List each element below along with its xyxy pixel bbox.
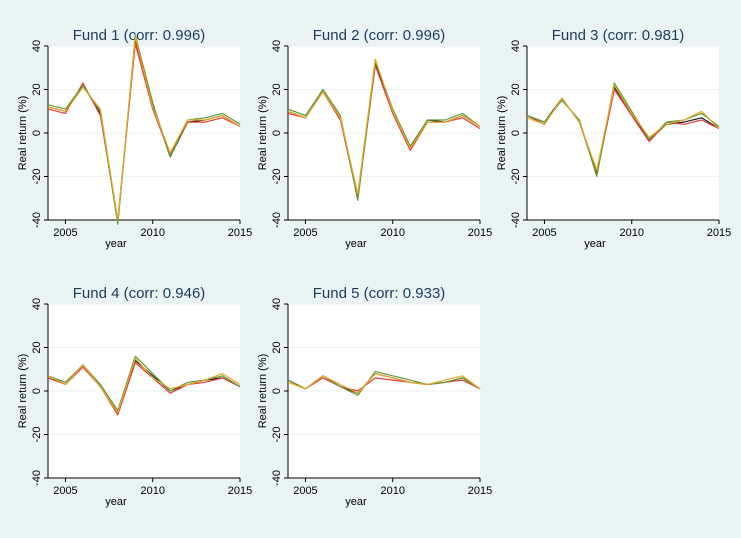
y-tick-label: 20: [31, 341, 43, 353]
x-tick-label: 2010: [380, 227, 404, 239]
x-axis-title: year: [345, 238, 367, 250]
x-tick-label: 2015: [468, 485, 492, 497]
chart-panel-3: -40 -20 0 20 40 2005 2010 2015 year Real return (…: [496, 27, 731, 250]
x-tick-label: 2005: [53, 227, 77, 239]
series-line-4: [47, 357, 241, 414]
chart-panel-1: -40 -20 0 20 40 2005 2010 2015 year Real return (…: [17, 27, 252, 250]
y-tick-label: 40: [271, 40, 283, 52]
x-tick-label: 2005: [532, 227, 556, 239]
panel-title: Fund 3 (corr: 0.981): [552, 27, 685, 44]
y-tick-label: -40: [510, 212, 522, 228]
chart-panel-2: -40 -20 0 20 40 2005 2010 2015 year Real return (…: [257, 27, 492, 250]
series-line-4: [287, 373, 481, 394]
y-axis-title: Real return (%): [17, 96, 29, 171]
x-tick-label: 2005: [53, 485, 77, 497]
y-tick-label: -20: [510, 169, 522, 185]
series-line-3: [47, 34, 241, 225]
x-tick-label: 2005: [293, 485, 317, 497]
panel-title: Fund 4 (corr: 0.946): [73, 285, 206, 302]
x-axis-title: year: [584, 238, 606, 250]
x-axis-title: year: [105, 496, 127, 508]
y-axis-title: Real return (%): [257, 354, 269, 429]
y-tick-label: 0: [31, 388, 43, 394]
x-tick-label: 2010: [380, 485, 404, 497]
y-tick-label: -40: [31, 212, 43, 228]
x-tick-label: 2010: [619, 227, 643, 239]
y-tick-label: -40: [271, 212, 283, 228]
x-tick-label: 2010: [140, 485, 164, 497]
panel-title: Fund 5 (corr: 0.933): [313, 285, 446, 302]
y-tick-label: 40: [31, 298, 43, 310]
y-tick-label: -20: [31, 427, 43, 443]
x-tick-label: 2015: [228, 227, 252, 239]
y-tick-label: 40: [31, 40, 43, 52]
y-tick-label: -20: [271, 427, 283, 443]
y-axis-title: Real return (%): [257, 96, 269, 171]
y-tick-label: 0: [510, 130, 522, 136]
x-tick-label: 2010: [140, 227, 164, 239]
x-axis-title: year: [345, 496, 367, 508]
y-tick-label: 40: [510, 40, 522, 52]
y-tick-label: 20: [510, 83, 522, 95]
x-tick-label: 2005: [293, 227, 317, 239]
y-tick-label: 40: [271, 298, 283, 310]
y-axis-title: Real return (%): [17, 354, 29, 429]
y-axis-title: Real return (%): [496, 96, 508, 171]
panel-title: Fund 2 (corr: 0.996): [313, 27, 446, 44]
x-axis-title: year: [105, 238, 127, 250]
y-tick-label: -40: [271, 470, 283, 486]
series-line-2: [47, 43, 241, 221]
chart-panel-5: -40 -20 0 20 40 2005 2010 2015 year Real return (…: [257, 285, 492, 508]
y-tick-label: 20: [271, 341, 283, 353]
chart-panel-4: -40 -20 0 20 40 2005 2010 2015 year Real return (…: [17, 285, 252, 508]
series-line-2: [47, 362, 241, 416]
y-tick-label: 20: [271, 83, 283, 95]
series-line-4: [47, 36, 241, 221]
y-tick-label: 0: [271, 130, 283, 136]
y-tick-label: 0: [271, 388, 283, 394]
y-tick-label: -20: [31, 169, 43, 185]
y-tick-label: -40: [31, 470, 43, 486]
series-line-4: [526, 84, 720, 171]
x-tick-label: 2015: [468, 227, 492, 239]
x-tick-label: 2015: [228, 485, 252, 497]
x-tick-label: 2015: [707, 227, 731, 239]
y-tick-label: 0: [31, 130, 43, 136]
y-tick-label: -20: [271, 169, 283, 185]
panel-title: Fund 1 (corr: 0.996): [73, 27, 206, 44]
series-line-4: [287, 58, 481, 195]
y-tick-label: 20: [31, 83, 43, 95]
